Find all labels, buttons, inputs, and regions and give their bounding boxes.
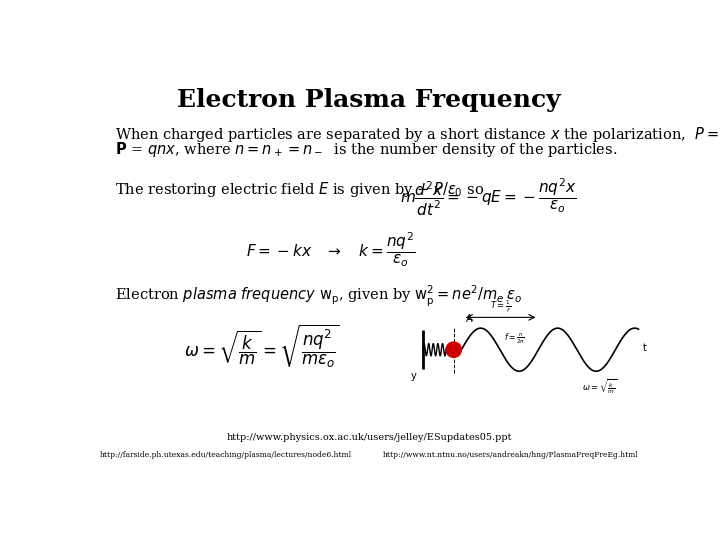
Text: $\omega = \sqrt{\dfrac{k}{m}} = \sqrt{\dfrac{nq^2}{m\varepsilon_o}}$: $\omega = \sqrt{\dfrac{k}{m}} = \sqrt{\d…	[184, 323, 340, 370]
Text: Electron Plasma Frequency: Electron Plasma Frequency	[177, 88, 561, 112]
Text: t: t	[642, 343, 647, 353]
Text: When charged particles are separated by a short distance $x$ the polarization,  : When charged particles are separated by …	[115, 125, 720, 144]
Text: $\mathbf{P}$ = $\mathbf{\mathit{qnx}}$, where $n = n_+ = n_-$  is the number den: $\mathbf{P}$ = $\mathbf{\mathit{qnx}}$, …	[115, 140, 617, 159]
Text: $\omega = \sqrt{\frac{k}{m}}$: $\omega = \sqrt{\frac{k}{m}}$	[582, 377, 618, 396]
Text: $f = \frac{n}{2\pi}$: $f = \frac{n}{2\pi}$	[504, 331, 524, 346]
Text: A: A	[466, 314, 472, 323]
Text: http://farside.ph.utexas.edu/teaching/plasma/lectures/node6.html: http://farside.ph.utexas.edu/teaching/pl…	[99, 451, 351, 460]
Text: The restoring electric field $\mathit{E}$ is given by $-$ $\mathbf{\mathit{P}}/\: The restoring electric field $\mathit{E}…	[115, 180, 484, 199]
Text: $F = -kx \quad \rightarrow \quad k = \dfrac{nq^2}{\varepsilon_o}$: $F = -kx \quad \rightarrow \quad k = \df…	[246, 231, 415, 268]
Text: $T = \frac{1}{f}$: $T = \frac{1}{f}$	[490, 299, 511, 315]
Text: Electron $\mathit{plasma\ frequency}$ $\mathrm{w_p}$, given by $\mathrm{w_p^2} =: Electron $\mathit{plasma\ frequency}$ $\…	[115, 284, 522, 309]
Text: $m\dfrac{d^2x}{dt^2} = -qE = -\dfrac{nq^2x}{\varepsilon_o}$: $m\dfrac{d^2x}{dt^2} = -qE = -\dfrac{nq^…	[400, 177, 576, 218]
Text: http://www.physics.ox.ac.uk/users/jelley/ESupdates05.ppt: http://www.physics.ox.ac.uk/users/jelley…	[226, 433, 512, 442]
Circle shape	[446, 342, 462, 357]
Text: y: y	[411, 372, 417, 381]
Text: http://www.nt.ntnu.no/users/andreakn/hng/PlasmaFreqFreEg.html: http://www.nt.ntnu.no/users/andreakn/hng…	[383, 451, 639, 460]
